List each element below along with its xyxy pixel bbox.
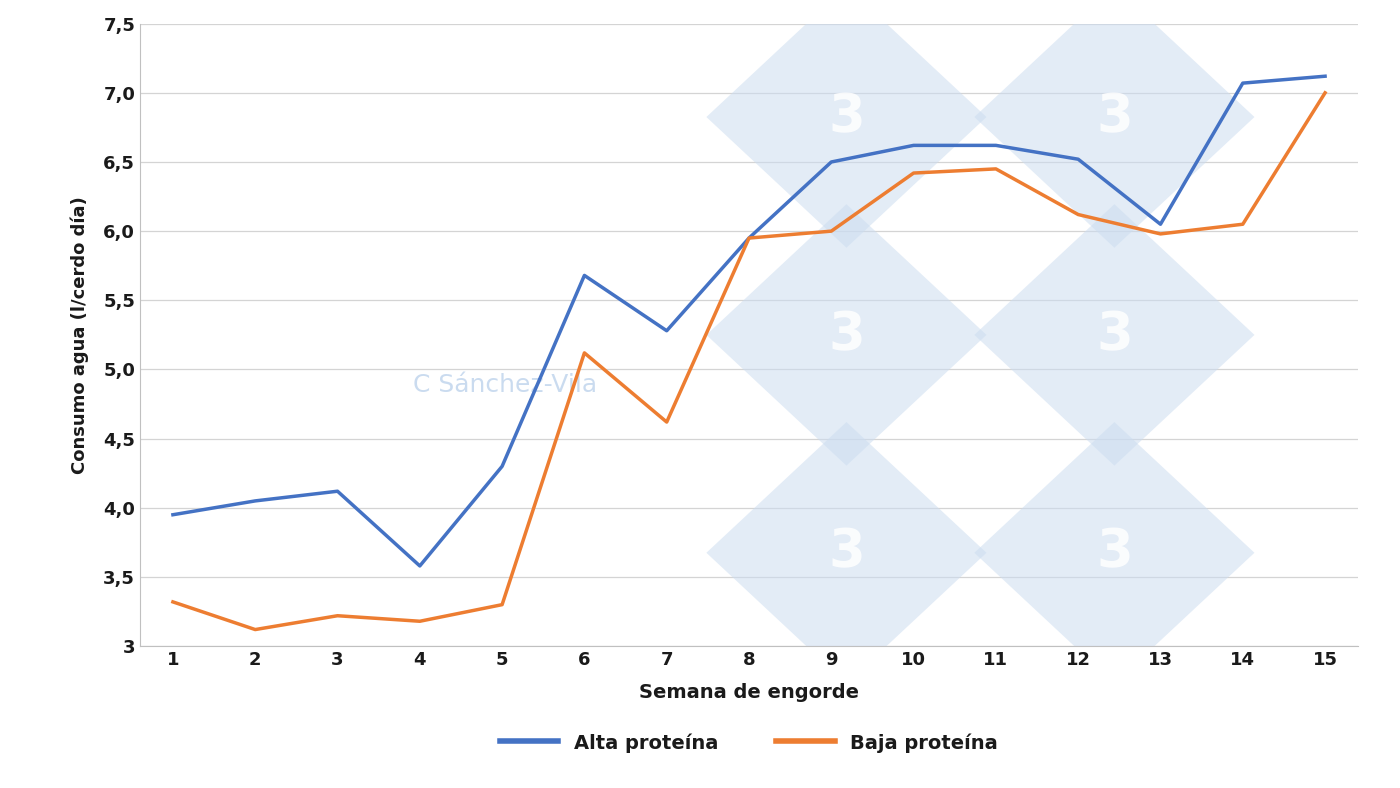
Alta proteína xyxy=(987,140,1004,150)
Baja proteína xyxy=(494,600,511,609)
Baja proteína xyxy=(246,625,263,634)
Line: Baja proteína: Baja proteína xyxy=(174,93,1324,630)
Baja proteína xyxy=(1235,220,1252,229)
X-axis label: Semana de engorde: Semana de engorde xyxy=(638,683,860,702)
Text: 3: 3 xyxy=(1096,527,1133,578)
Polygon shape xyxy=(707,422,987,683)
Polygon shape xyxy=(707,0,987,247)
Alta proteína xyxy=(412,561,428,571)
Baja proteína xyxy=(823,226,840,236)
Line: Alta proteína: Alta proteína xyxy=(174,76,1324,566)
Alta proteína xyxy=(741,233,757,243)
Text: 3: 3 xyxy=(827,527,865,578)
Baja proteína xyxy=(906,169,923,178)
Alta proteína xyxy=(906,140,923,150)
Baja proteína xyxy=(329,611,346,620)
Text: C Sánchez-Vila: C Sánchez-Vila xyxy=(413,373,598,396)
Alta proteína xyxy=(575,271,592,281)
Text: 3: 3 xyxy=(827,91,865,143)
Baja proteína xyxy=(412,616,428,626)
Baja proteína xyxy=(575,348,592,358)
Alta proteína xyxy=(658,326,675,336)
Baja proteína xyxy=(1152,229,1169,239)
Text: 3: 3 xyxy=(1096,91,1133,143)
Alta proteína xyxy=(494,462,511,471)
Baja proteína xyxy=(658,418,675,427)
Baja proteína xyxy=(1316,88,1333,98)
Polygon shape xyxy=(707,204,987,466)
Alta proteína xyxy=(1152,220,1169,229)
Polygon shape xyxy=(974,422,1254,683)
Baja proteína xyxy=(741,233,757,243)
Text: 3: 3 xyxy=(827,309,865,361)
Polygon shape xyxy=(974,204,1254,466)
Alta proteína xyxy=(165,510,182,519)
Alta proteína xyxy=(1070,154,1086,164)
Baja proteína xyxy=(1070,210,1086,219)
Legend: Alta proteína, Baja proteína: Alta proteína, Baja proteína xyxy=(493,726,1005,761)
Alta proteína xyxy=(1316,72,1333,81)
Baja proteína xyxy=(987,164,1004,173)
Text: 3: 3 xyxy=(1096,309,1133,361)
Alta proteína xyxy=(1235,78,1252,87)
Alta proteína xyxy=(823,158,840,167)
Alta proteína xyxy=(246,496,263,506)
Alta proteína xyxy=(329,486,346,496)
Y-axis label: Consumo agua (l/cerdo día): Consumo agua (l/cerdo día) xyxy=(71,196,90,474)
Baja proteína xyxy=(165,597,182,607)
Polygon shape xyxy=(974,0,1254,247)
